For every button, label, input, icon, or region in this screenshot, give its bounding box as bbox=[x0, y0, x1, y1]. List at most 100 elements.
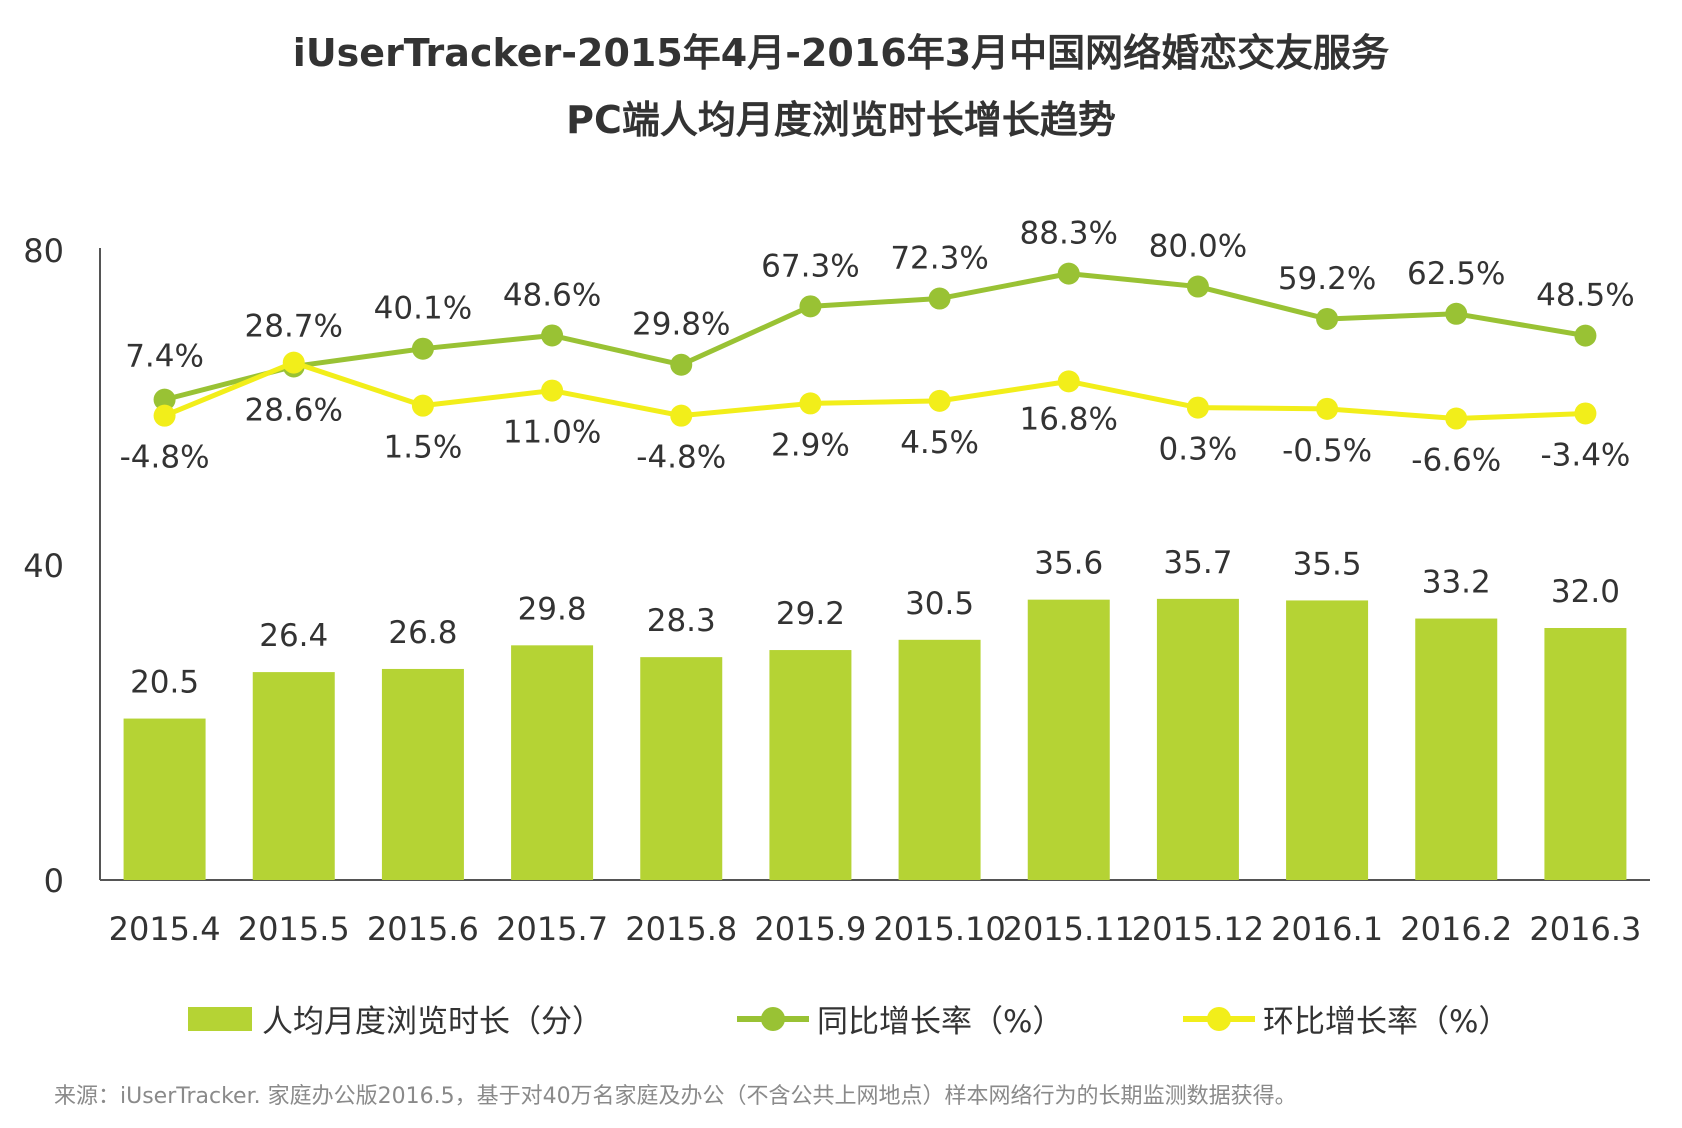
x-tick-label: 2015.11 bbox=[1003, 910, 1135, 948]
yoy-value-label: 48.5% bbox=[1536, 278, 1634, 314]
x-tick-label: 2015.7 bbox=[496, 910, 608, 948]
bar bbox=[1415, 618, 1498, 880]
legend-yoy-marker bbox=[737, 1006, 809, 1031]
x-tick-label: 2015.4 bbox=[109, 910, 221, 948]
legend-item-mom: 环比增长率（%） bbox=[1183, 996, 1509, 1041]
legend-item-bar: 人均月度浏览时长（分） bbox=[188, 996, 603, 1041]
bar bbox=[1544, 628, 1627, 880]
yoy-line bbox=[163, 271, 1586, 403]
yoy-point bbox=[1445, 302, 1468, 325]
bar-value-label: 28.3 bbox=[647, 603, 716, 639]
bar bbox=[769, 650, 852, 880]
mom-value-label: -6.6% bbox=[1411, 443, 1501, 479]
x-tick-label: 2016.3 bbox=[1529, 910, 1641, 948]
chart-title-line2: PC端人均月度浏览时长增长趋势 bbox=[566, 98, 1116, 142]
yoy-value-label: 62.5% bbox=[1407, 256, 1505, 292]
yoy-value-label: 59.2% bbox=[1278, 261, 1376, 297]
bar-value-label: 32.0 bbox=[1551, 574, 1620, 610]
mom-value-label: -4.8% bbox=[120, 440, 210, 476]
bar-value-label: 33.2 bbox=[1422, 565, 1491, 601]
mom-point bbox=[928, 389, 951, 412]
mom-value-label: 2.9% bbox=[771, 427, 850, 463]
yoy-value-label: 48.6% bbox=[503, 277, 601, 313]
mom-point bbox=[799, 392, 822, 415]
yoy-value-label: 29.8% bbox=[632, 307, 730, 343]
yoy-point bbox=[670, 353, 693, 376]
bar bbox=[898, 639, 981, 880]
yoy-value-label: 28.7% bbox=[245, 308, 343, 344]
mom-value-label: 4.5% bbox=[900, 425, 979, 461]
yoy-value-label: 72.3% bbox=[890, 241, 988, 277]
bar-value-label: 26.4 bbox=[259, 618, 328, 654]
yoy-point bbox=[1316, 307, 1339, 330]
bar bbox=[511, 645, 594, 880]
x-tick-label: 2015.8 bbox=[625, 910, 737, 948]
yoy-point bbox=[928, 287, 951, 310]
mom-point bbox=[1186, 396, 1209, 419]
yoy-point bbox=[1574, 324, 1597, 347]
legend-item-yoy: 同比增长率（%） bbox=[737, 996, 1063, 1041]
mom-point bbox=[541, 379, 564, 402]
mom-value-label: -0.5% bbox=[1282, 433, 1372, 469]
mom-value-label: 0.3% bbox=[1159, 432, 1238, 468]
mom-value-label: 11.0% bbox=[503, 415, 601, 451]
yoy-point bbox=[1186, 275, 1209, 298]
chart-title-line1: iUserTracker-2015年4月-2016年3月中国网络婚恋交友服务 bbox=[292, 31, 1390, 75]
mom-point bbox=[282, 351, 305, 374]
mom-point bbox=[1316, 397, 1339, 420]
legend-bar-label: 人均月度浏览时长（分） bbox=[262, 1004, 603, 1040]
mom-value-label: -3.4% bbox=[1540, 437, 1630, 473]
bar bbox=[123, 718, 206, 880]
legend-mom-label: 环比增长率（%） bbox=[1263, 1004, 1510, 1040]
mom-value-label: 28.6% bbox=[245, 393, 343, 429]
yoy-point bbox=[1057, 262, 1080, 285]
bar-value-label: 29.8 bbox=[518, 591, 587, 627]
bar-value-label: 26.8 bbox=[388, 615, 457, 651]
yoy-point bbox=[541, 324, 564, 347]
yoy-value-label: 88.3% bbox=[1020, 216, 1118, 252]
mom-point bbox=[1445, 407, 1468, 430]
legend-yoy-label: 同比增长率（%） bbox=[817, 1004, 1064, 1040]
yoy-point bbox=[411, 337, 434, 360]
yoy-point bbox=[153, 388, 176, 411]
bar bbox=[640, 657, 723, 880]
bar-value-label: 30.5 bbox=[905, 586, 974, 622]
legend-mom-marker bbox=[1183, 1006, 1255, 1031]
bar-value-label: 29.2 bbox=[776, 596, 845, 632]
bar-value-label: 35.5 bbox=[1293, 546, 1362, 582]
x-tick-label: 2015.5 bbox=[238, 910, 350, 948]
bar-value-label: 35.6 bbox=[1034, 546, 1103, 582]
bar bbox=[1027, 599, 1110, 880]
source-note: 来源：iUserTracker. 家庭办公版2016.5，基于对40万名家庭及办… bbox=[54, 1084, 1297, 1109]
x-tick-label: 2015.12 bbox=[1132, 910, 1264, 948]
yoy-value-label: 80.0% bbox=[1149, 229, 1247, 265]
mom-point bbox=[153, 404, 176, 427]
y-tick-label: 80 bbox=[23, 232, 64, 270]
mom-line bbox=[163, 360, 1586, 422]
x-tick-label: 2015.10 bbox=[873, 910, 1005, 948]
x-tick-label: 2016.2 bbox=[1400, 910, 1512, 948]
bar-value-label: 20.5 bbox=[130, 665, 199, 701]
mom-value-label: 1.5% bbox=[384, 430, 463, 466]
x-tick-label: 2015.6 bbox=[367, 910, 479, 948]
yoy-value-label: 40.1% bbox=[374, 291, 472, 327]
yoy-point bbox=[799, 295, 822, 318]
y-tick-label: 40 bbox=[23, 547, 64, 585]
mom-point bbox=[411, 394, 434, 417]
mom-point bbox=[1057, 370, 1080, 393]
mom-value-label: 16.8% bbox=[1020, 401, 1118, 437]
y-tick-label: 0 bbox=[44, 862, 64, 900]
mom-value-label: -4.8% bbox=[636, 440, 726, 476]
mom-point bbox=[1574, 402, 1597, 425]
x-tick-label: 2016.1 bbox=[1271, 910, 1383, 948]
bar bbox=[1156, 598, 1239, 880]
mom-point bbox=[670, 404, 693, 427]
bar bbox=[252, 672, 335, 880]
legend-bar-swatch bbox=[188, 1006, 252, 1031]
bar-value-label: 35.7 bbox=[1163, 545, 1232, 581]
x-tick-label: 2015.9 bbox=[754, 910, 866, 948]
bar bbox=[1286, 600, 1369, 880]
yoy-value-label: 7.4% bbox=[125, 339, 204, 375]
yoy-value-label: 67.3% bbox=[761, 248, 859, 284]
